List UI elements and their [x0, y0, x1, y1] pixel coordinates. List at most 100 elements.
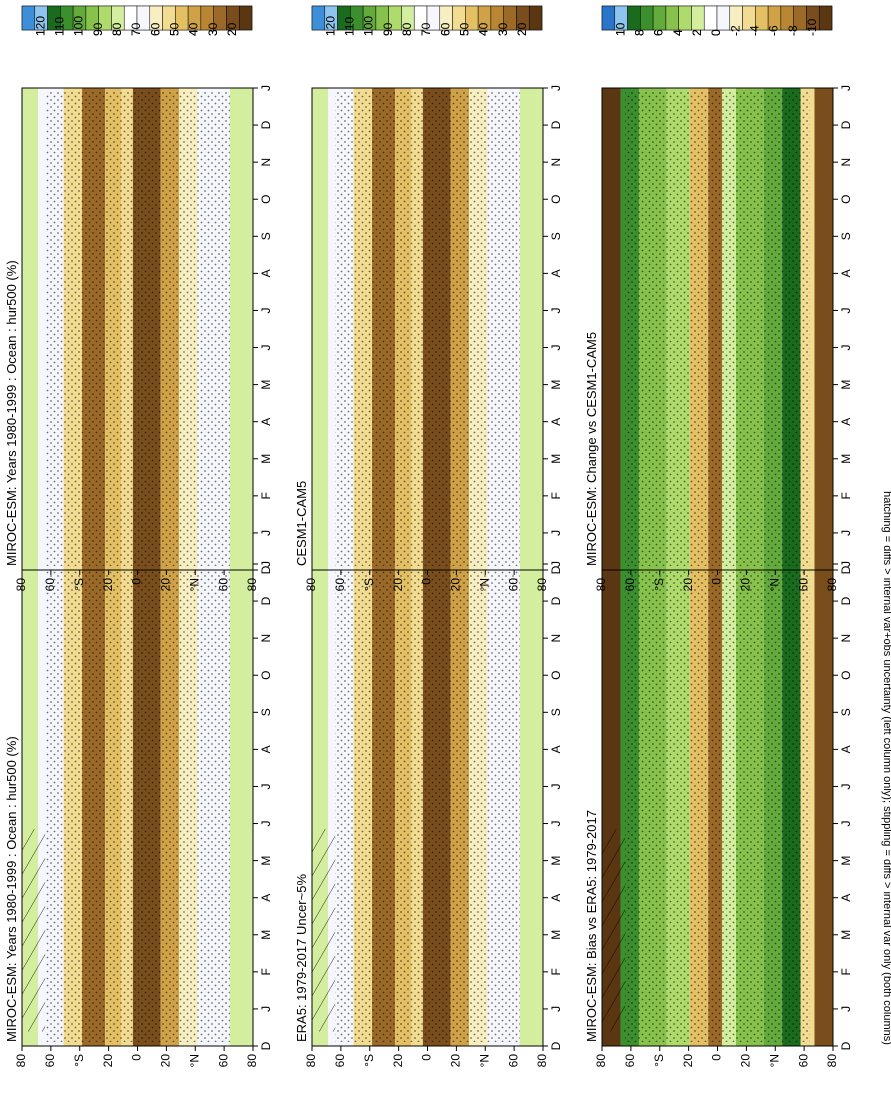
month-tick-label: D — [839, 596, 853, 605]
month-tick-label: M — [839, 454, 853, 464]
colorbar-tick-label: 8 — [633, 29, 647, 36]
month-tick-label: F — [839, 968, 853, 975]
month-tick-label: D — [549, 596, 563, 605]
stippling — [335, 568, 520, 1042]
colorbar-tick-label: 60 — [148, 22, 162, 36]
hatching — [312, 829, 336, 1032]
month-tick-label: J — [839, 783, 853, 789]
lat-tick-label: 80 — [825, 578, 839, 592]
colorbar-swatch — [238, 5, 253, 31]
lat-tick-label: 60 — [333, 1054, 347, 1068]
colorbar-tick-label: 40 — [477, 22, 491, 36]
lat-tick-label: °S — [362, 578, 376, 591]
month-tick-label: J — [549, 1006, 563, 1012]
month-tick-label: D — [549, 120, 563, 129]
lat-tick-label: 20 — [449, 1054, 463, 1068]
colorbar-tick-label: 110 — [343, 17, 357, 36]
colorbar-tick-label: -2 — [728, 25, 742, 36]
lat-tick-label: 60 — [43, 1054, 57, 1068]
colorbar-tick-label: 70 — [419, 22, 433, 36]
month-tick-label: J — [259, 821, 273, 827]
contour-band — [22, 88, 39, 570]
stippling — [45, 92, 230, 566]
lat-tick-label: °N — [187, 1054, 201, 1067]
lat-tick-label: 60 — [796, 1054, 810, 1068]
month-tick-label: F — [839, 492, 853, 499]
colorbar-tick-label: 100 — [362, 16, 376, 36]
lat-tick-label: 20 — [159, 578, 173, 592]
month-tick-label: J — [259, 85, 273, 91]
lat-tick-label: 80 — [535, 1054, 549, 1068]
lat-tick-label: °S — [652, 1054, 666, 1067]
month-tick-label: N — [549, 634, 563, 643]
lat-tick-label: °S — [652, 578, 666, 591]
lat-tick-label: 0 — [130, 578, 144, 585]
colorbar-tick-label: -10 — [805, 18, 819, 36]
colorbar-tick-label: -6 — [767, 25, 781, 36]
colorbar-tick-label: 0 — [709, 29, 723, 36]
colorbar-swatch — [640, 5, 654, 31]
panel-title: CESM1-CAM5 — [294, 481, 309, 566]
lat-tick-label: 60 — [216, 578, 230, 592]
colorbar-tick-label: 8 — [633, 29, 647, 36]
month-tick-label: F — [259, 968, 273, 975]
month-tick-label: D — [839, 1041, 853, 1050]
lat-tick-label: °S — [362, 1054, 376, 1067]
colorbar-tick-label: -8 — [786, 25, 800, 36]
month-tick-label: J — [259, 1006, 273, 1012]
lat-tick-label: 80 — [594, 578, 608, 592]
colorbar-tick-label: 80 — [400, 22, 414, 36]
lat-tick-label: 80 — [14, 1054, 28, 1068]
colorbar-tick-label: 110 — [53, 17, 67, 36]
month-tick-label: O — [549, 195, 563, 204]
colorbar-tick-label: 20 — [515, 22, 529, 36]
colorbar-tick-label: 6 — [652, 29, 666, 36]
lat-tick-label: 0 — [420, 1054, 434, 1061]
panel-title: MIROC-ESM: Years 1980-1999 : Ocean : hur… — [4, 260, 19, 566]
lat-tick-label: 80 — [535, 578, 549, 592]
month-tick-label: N — [259, 634, 273, 643]
lat-tick-label: °N — [767, 1054, 781, 1067]
colorbar-tick-label: -4 — [748, 25, 762, 36]
lat-tick-label: 80 — [825, 1054, 839, 1068]
lat-tick-label: 60 — [333, 578, 347, 592]
colorbar-tick-label: 0 — [709, 29, 723, 36]
colorbar-tick-label: 70 — [129, 22, 143, 36]
lat-tick-label: 60 — [43, 578, 57, 592]
colorbar-tick-label: 120 — [33, 16, 47, 36]
contour-band — [814, 564, 833, 1046]
month-tick-label: D — [549, 1041, 563, 1050]
stippling — [335, 92, 520, 566]
hatching — [602, 829, 626, 1032]
colorbar-tick-label: 2 — [690, 29, 704, 36]
colorbar-tick-label: -4 — [748, 25, 762, 36]
lat-tick-label: 60 — [623, 578, 637, 592]
lat-tick-label: 20 — [681, 1054, 695, 1068]
month-tick-label: A — [839, 894, 853, 902]
colorbar-tick-label: 2 — [690, 29, 704, 36]
colorbar-tick-label: 50 — [168, 22, 182, 36]
month-tick-label: D — [259, 565, 273, 574]
colorbar-tick-label: 30 — [206, 22, 220, 36]
month-tick-label: F — [549, 492, 563, 499]
month-tick-label: J — [549, 821, 563, 827]
month-tick-label: J — [259, 307, 273, 313]
month-tick-label: A — [549, 269, 563, 277]
lat-tick-label: 0 — [710, 578, 724, 585]
month-tick-label: M — [839, 930, 853, 940]
contour-band — [602, 88, 621, 570]
month-tick-label: J — [549, 85, 563, 91]
lat-tick-label: 0 — [420, 578, 434, 585]
panel-title: MIROC-ESM: Change vs CESM1-CAM5 — [584, 332, 599, 566]
month-tick-label: N — [839, 158, 853, 167]
panel-title: MIROC-ESM: Bias vs ERA5: 1979-2017 — [584, 810, 599, 1042]
month-tick-label: M — [839, 380, 853, 390]
contour-band — [229, 88, 253, 570]
month-tick-label: A — [839, 418, 853, 426]
lat-tick-label: 80 — [594, 1054, 608, 1068]
